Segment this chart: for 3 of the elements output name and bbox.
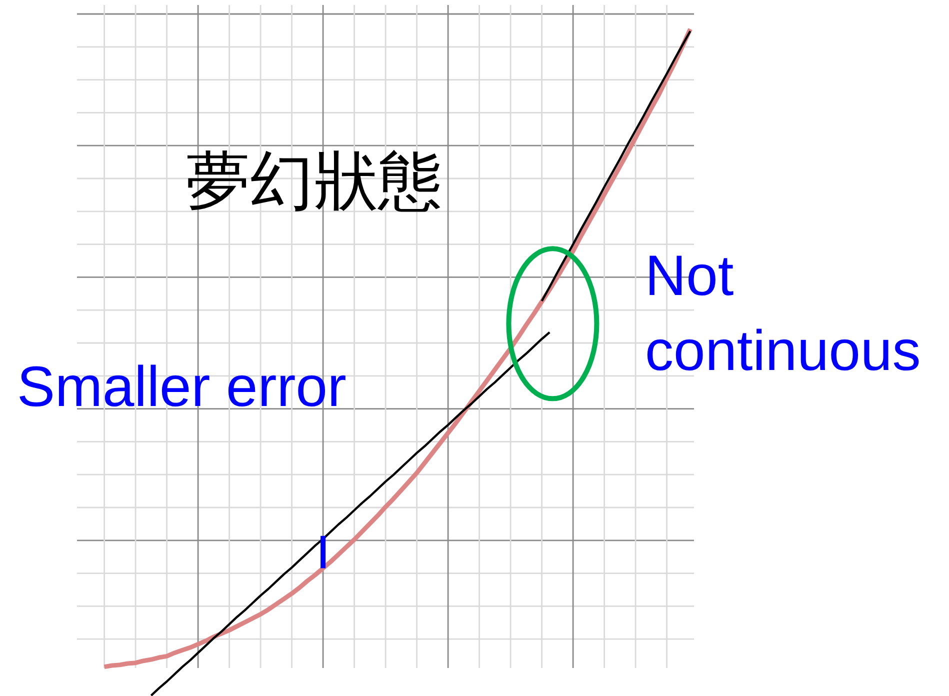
annotation: Smaller error <box>17 355 346 419</box>
annotation: Not continuous <box>645 244 921 383</box>
text: 夢幻狀態 <box>186 146 442 217</box>
